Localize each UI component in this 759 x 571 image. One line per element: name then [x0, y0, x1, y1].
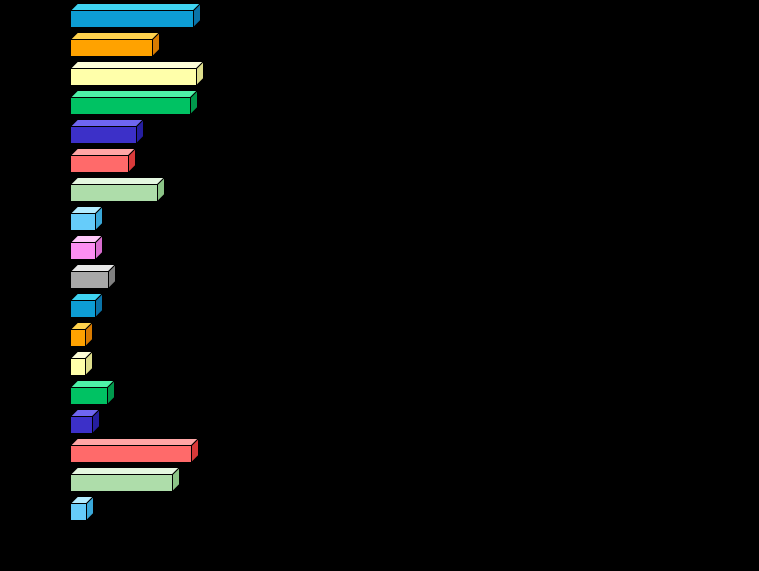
bar-top-face — [69, 438, 200, 446]
bar-front-face — [70, 242, 96, 260]
bar-4[interactable] — [69, 89, 199, 116]
bar-side-face — [128, 147, 136, 174]
bar-14[interactable] — [69, 379, 116, 406]
bar-top-face — [69, 148, 137, 156]
bar-11[interactable] — [69, 292, 104, 319]
bar-side-face — [191, 437, 199, 464]
bar-8[interactable] — [69, 205, 104, 232]
bar-front-face — [70, 271, 109, 289]
bar-top-face — [69, 467, 181, 475]
bar-front-face — [70, 503, 87, 521]
bar-side-face — [92, 408, 100, 435]
bar-front-face — [70, 126, 137, 144]
bar-17[interactable] — [69, 466, 181, 493]
bar-front-face — [70, 68, 197, 86]
bar-side-face — [136, 118, 144, 145]
bar-2[interactable] — [69, 31, 161, 58]
bar-side-face — [108, 263, 116, 290]
bar-10[interactable] — [69, 263, 117, 290]
bar-top-face — [69, 61, 205, 69]
bar-side-face — [95, 292, 103, 319]
bar-side-face — [86, 495, 94, 522]
bar-front-face — [70, 358, 86, 376]
bar-front-face — [70, 39, 153, 57]
bar-side-face — [107, 379, 115, 406]
bar-top-face — [69, 264, 117, 272]
bar-side-face — [95, 234, 103, 261]
bar-top-face — [69, 90, 199, 98]
bar-top-face — [69, 3, 202, 11]
bar-side-face — [193, 2, 201, 29]
bar-16[interactable] — [69, 437, 200, 464]
bar-9[interactable] — [69, 234, 104, 261]
bar-front-face — [70, 213, 96, 231]
bar-front-face — [70, 97, 191, 115]
bar-front-face — [70, 300, 96, 318]
bar-front-face — [70, 329, 86, 347]
bar-front-face — [70, 184, 158, 202]
bar-12[interactable] — [69, 321, 94, 348]
bar-side-face — [95, 205, 103, 232]
bar-13[interactable] — [69, 350, 94, 377]
bar-side-face — [196, 60, 204, 87]
bar-front-face — [70, 155, 129, 173]
bar-1[interactable] — [69, 2, 202, 29]
bar-side-face — [157, 176, 165, 203]
bar-3[interactable] — [69, 60, 205, 87]
bar-6[interactable] — [69, 147, 137, 174]
bar-15[interactable] — [69, 408, 101, 435]
bar-side-face — [85, 321, 93, 348]
bar-18[interactable] — [69, 495, 95, 522]
bar-5[interactable] — [69, 118, 145, 145]
bar-front-face — [70, 10, 194, 28]
bar-side-face — [85, 350, 93, 377]
bar-front-face — [70, 387, 108, 405]
bar-top-face — [69, 177, 166, 185]
bar-top-face — [69, 119, 145, 127]
bar-side-face — [172, 466, 180, 493]
bar-7[interactable] — [69, 176, 166, 203]
bar-side-face — [152, 31, 160, 58]
bar-front-face — [70, 474, 173, 492]
bar-top-face — [69, 32, 161, 40]
bar-side-face — [190, 89, 198, 116]
bar-front-face — [70, 416, 93, 434]
bar-front-face — [70, 445, 192, 463]
